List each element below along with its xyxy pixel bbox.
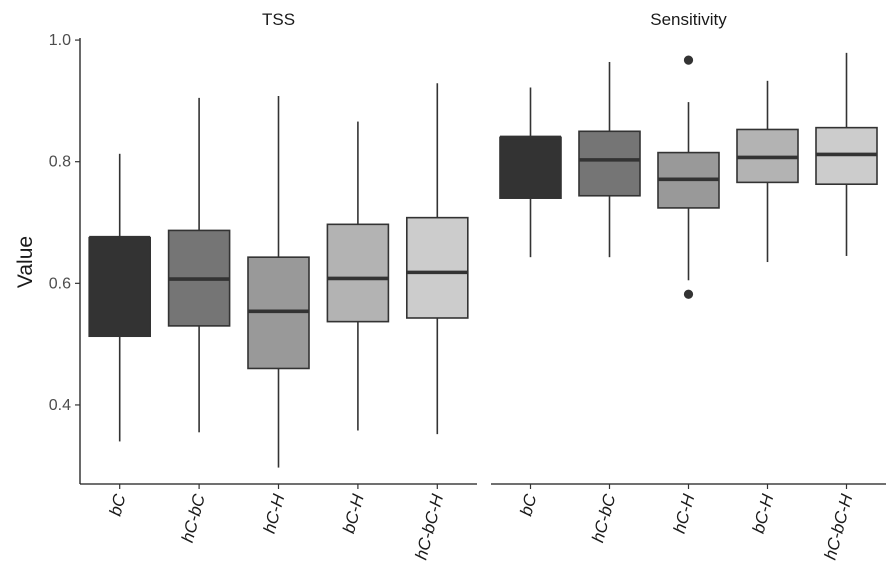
x-tick-label: hC-H	[670, 491, 699, 535]
x-tick-label: bC	[516, 491, 540, 518]
box-bC	[88, 153, 151, 442]
box-hC-bC-H	[815, 52, 878, 256]
box-iqr	[499, 136, 562, 199]
y-tick-label: 0.6	[49, 275, 71, 292]
outlier-point	[683, 55, 694, 65]
panel-0: TSS 0.4 0.6 0.8 1.0 bC hC-bC hC-H bC-H hC-bC-H	[49, 10, 477, 562]
box-iqr	[578, 130, 641, 197]
x-tick-label: hC-bC-H	[821, 491, 857, 561]
y-tick-label: 0.8	[49, 154, 71, 171]
box-iqr	[405, 216, 469, 319]
box-hC-H	[247, 96, 310, 468]
facet-title: TSS	[262, 10, 295, 29]
y-tick-label: 1.0	[49, 32, 71, 49]
box-iqr	[326, 223, 390, 323]
box-bC	[499, 87, 562, 258]
box-bC-H	[736, 80, 799, 263]
outlier-point	[683, 289, 694, 299]
x-tick-label: hC-H	[260, 491, 289, 535]
box-hC-bC	[578, 61, 641, 258]
y-axis-title: Value	[14, 236, 37, 288]
box-bC-H	[326, 121, 390, 431]
box-iqr	[88, 236, 151, 338]
x-tick-label: hC-bC-H	[411, 491, 447, 561]
x-tick-label: bC-H	[339, 491, 368, 535]
x-tick-label: bC-H	[749, 491, 778, 535]
box-hC-bC	[167, 97, 231, 433]
x-tick-label: hC-bC	[178, 491, 209, 544]
facet-title: Sensitivity	[650, 10, 727, 29]
y-tick-label: 0.4	[49, 397, 71, 414]
x-tick-label: hC-bC	[588, 491, 619, 544]
panel-1: Sensitivity bC hC-bC hC-H bC-H hC-bC-H	[491, 10, 886, 562]
box-hC-H	[657, 55, 720, 299]
x-tick-label: bC	[106, 491, 130, 518]
box-hC-bC-H	[405, 83, 469, 435]
